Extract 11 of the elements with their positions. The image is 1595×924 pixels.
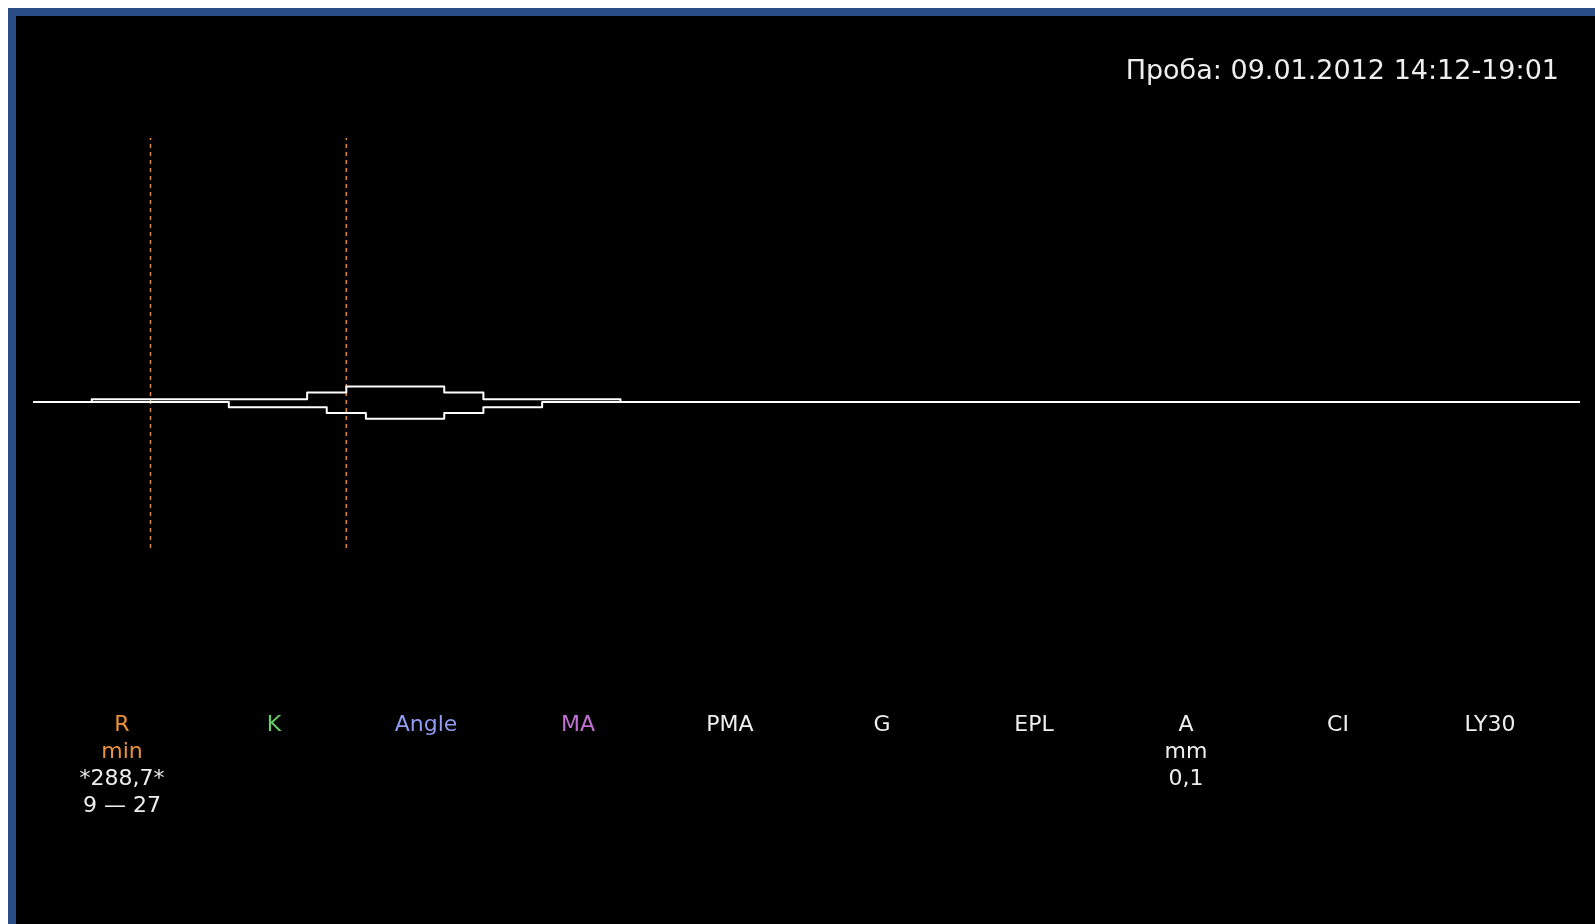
text: EPL — [1013, 710, 1055, 737]
chart-title: Проба: 09.01.2012 14:12-19:01 — [1125, 54, 1559, 85]
text: CI — [1326, 710, 1350, 737]
text: MA — [560, 710, 596, 737]
text: R min *288,7* 9 — 27 — [78, 710, 166, 818]
text: PMA — [705, 710, 755, 737]
text: A mm 0,1 — [1163, 710, 1209, 791]
text: LY30 — [1463, 710, 1517, 737]
text: G — [872, 710, 892, 737]
text: K — [265, 710, 283, 737]
text: Angle — [393, 710, 459, 737]
